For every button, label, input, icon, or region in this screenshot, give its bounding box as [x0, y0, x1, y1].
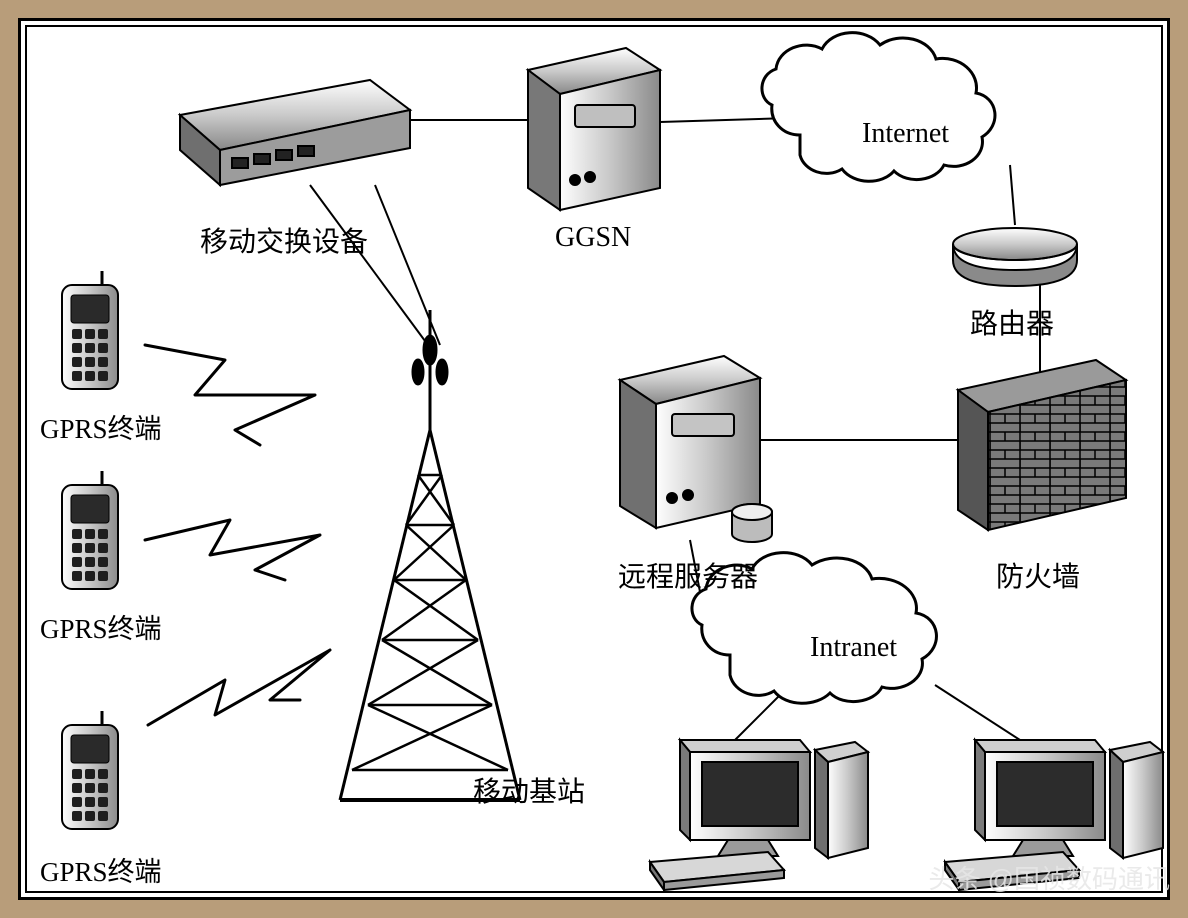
- intranet-label: Intranet: [810, 632, 897, 664]
- tower-icon: [340, 310, 520, 800]
- gprs3-label: GPRS终端: [40, 850, 162, 889]
- server-label: 远程服务器: [618, 555, 758, 595]
- switch-label: 移动交换设备: [200, 220, 368, 260]
- internet-label: Internet: [862, 118, 949, 150]
- gprs1-icon: [62, 271, 118, 389]
- gprs2-label: GPRS终端: [40, 607, 162, 646]
- gprs1-label: GPRS终端: [40, 407, 162, 446]
- router-icon: [953, 228, 1077, 286]
- firewall-icon: [958, 360, 1126, 530]
- watermark: 头条 @国祯数码通讯: [928, 859, 1170, 896]
- radio-links: [145, 345, 330, 725]
- ggsn-icon: [528, 48, 660, 210]
- gprs2-icon: [62, 471, 118, 589]
- gprs-phones: [62, 271, 118, 829]
- server-icon: [620, 356, 772, 542]
- firewall-label: 防火墙: [996, 555, 1080, 595]
- pc1-icon: [650, 740, 868, 890]
- ggsn-label: GGSN: [555, 222, 631, 254]
- router-label: 路由器: [970, 302, 1054, 342]
- switch-icon: [180, 80, 410, 185]
- tower-label: 移动基站: [473, 770, 585, 810]
- gprs3-icon: [62, 711, 118, 829]
- diagram-canvas: [0, 0, 1188, 918]
- internet-cloud-icon: [762, 33, 995, 182]
